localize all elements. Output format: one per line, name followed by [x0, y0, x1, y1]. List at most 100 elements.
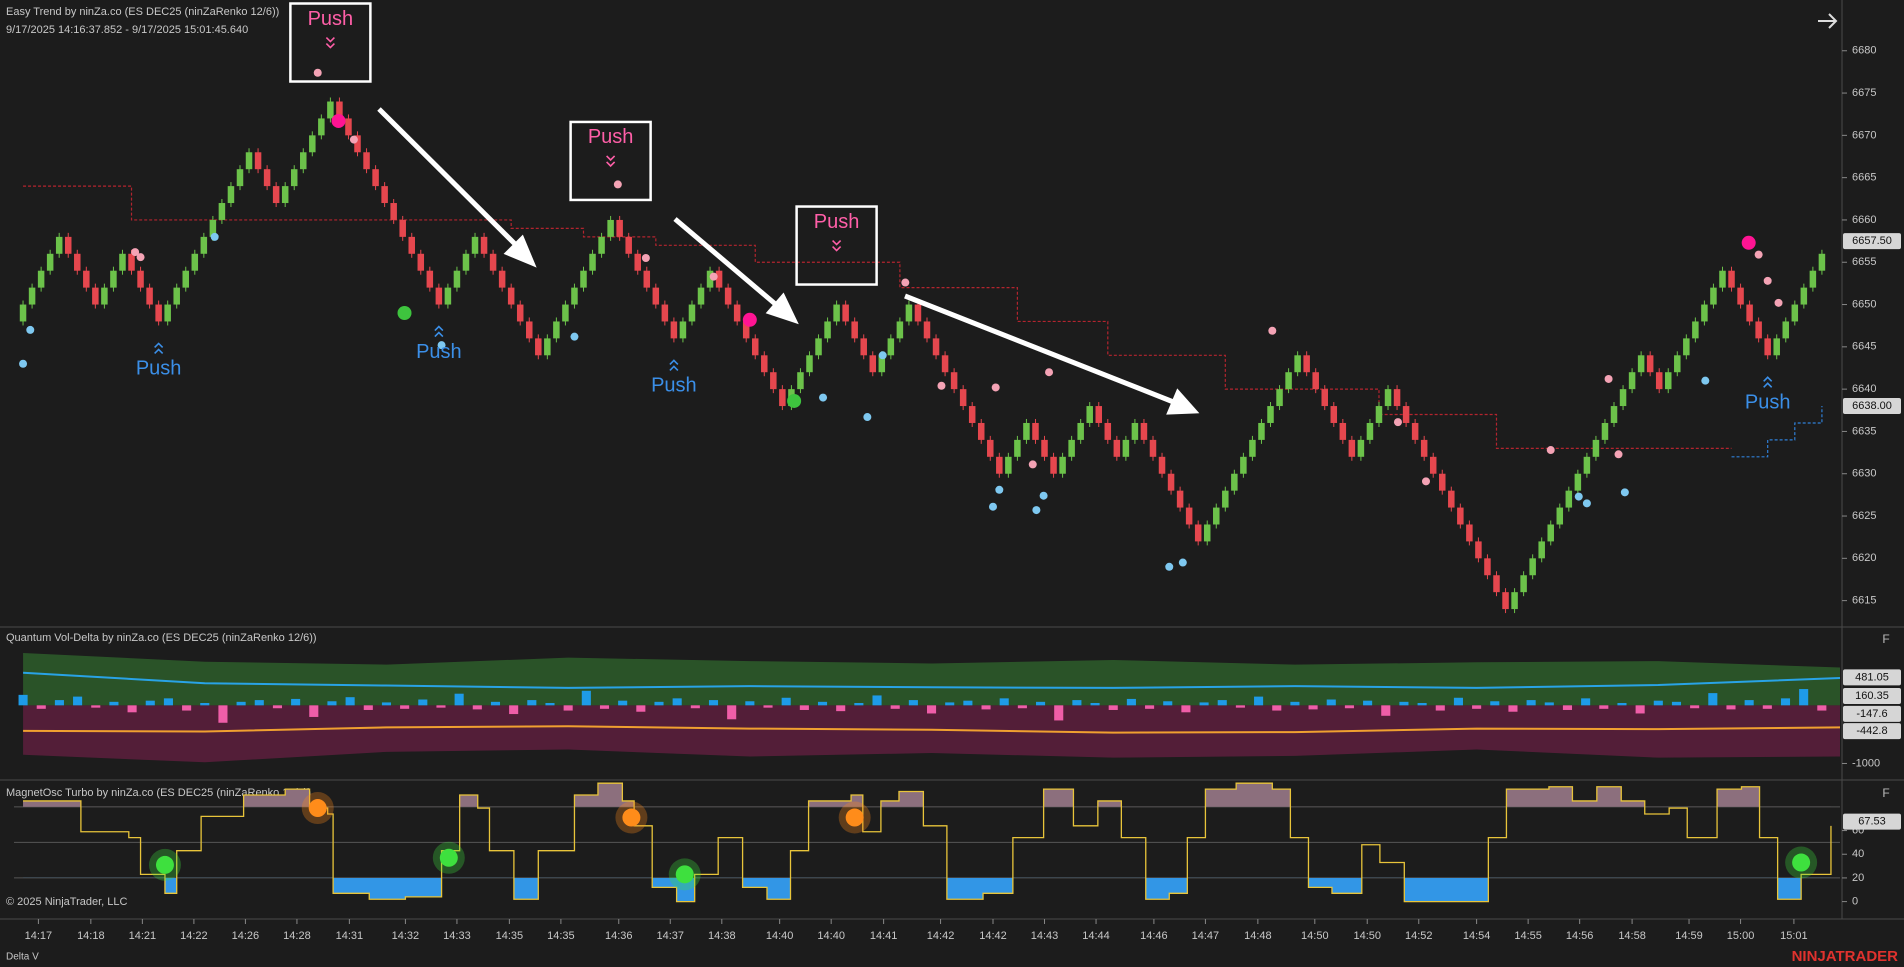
- panel-button[interactable]: F: [1882, 632, 1889, 646]
- renko-brick: [860, 338, 867, 356]
- delta-bar: [1017, 705, 1027, 709]
- delta-bar: [1762, 705, 1772, 709]
- delta-bar: [291, 698, 301, 706]
- x-tick-label: 14:48: [1244, 930, 1272, 942]
- x-tick-label: 14:17: [25, 930, 53, 942]
- renko-brick: [1493, 575, 1500, 593]
- renko-brick: [598, 236, 605, 254]
- signal-dot: [210, 232, 219, 241]
- x-tick-label: 14:44: [1082, 930, 1110, 942]
- renko-brick: [742, 321, 750, 339]
- renko-brick: [1628, 372, 1636, 390]
- renko-brick: [92, 287, 99, 305]
- renko-brick: [1664, 372, 1672, 390]
- renko-brick: [426, 270, 434, 288]
- signal-dot: [622, 808, 641, 827]
- renko-brick: [616, 219, 623, 237]
- delta-bar: [418, 699, 428, 706]
- arrow-line: [377, 107, 522, 251]
- delta-bar: [599, 705, 610, 709]
- signal-dot: [308, 799, 327, 818]
- renko-brick: [941, 355, 949, 373]
- price-flag: [1843, 669, 1901, 686]
- delta-bar: [1671, 701, 1682, 706]
- x-tick-label: 14:58: [1618, 930, 1646, 942]
- stop-line: [23, 185, 1732, 449]
- renko-brick: [1502, 592, 1509, 610]
- renko-brick: [64, 236, 72, 254]
- renko-brick: [724, 287, 732, 305]
- delta-bar: [1617, 703, 1627, 706]
- oscillator-line: [23, 782, 1832, 903]
- renko-brick: [833, 304, 840, 322]
- renko-brick: [1800, 287, 1808, 305]
- renko-brick: [471, 236, 479, 254]
- signal-dot: [1165, 562, 1174, 571]
- delta-bar: [1399, 701, 1409, 706]
- renko-brick: [1737, 287, 1744, 305]
- x-tick-label: 14:35: [496, 930, 524, 942]
- renko-brick: [1755, 321, 1762, 339]
- renko-brick: [688, 304, 696, 322]
- y-tick-label: -1000: [1852, 757, 1880, 769]
- delta-bar: [18, 694, 28, 706]
- renko-brick: [1194, 524, 1202, 542]
- panel-button[interactable]: F: [1882, 786, 1889, 800]
- signal-dot: [1604, 374, 1613, 383]
- renko-brick: [37, 270, 45, 288]
- band-area: [23, 653, 1840, 706]
- renko-brick: [83, 270, 90, 288]
- delta-bar: [799, 705, 809, 710]
- renko-brick: [1457, 507, 1464, 525]
- renko-brick: [1240, 456, 1247, 474]
- price-flag-label: -147.6: [1856, 708, 1887, 720]
- arrow-line: [673, 217, 782, 310]
- delta-bar: [1581, 698, 1591, 706]
- delta-bar: [73, 696, 83, 706]
- arrow-head: [765, 292, 799, 325]
- x-tick-label: 14:40: [766, 930, 794, 942]
- x-tick-label: 14:43: [1031, 930, 1059, 942]
- delta-bar: [1308, 705, 1318, 710]
- delta-bar: [454, 693, 464, 706]
- signal-dot: [1045, 368, 1054, 377]
- y-tick-label: 6650: [1852, 298, 1876, 310]
- stop-line: [1731, 406, 1823, 458]
- panel-title: Easy Trend by ninZa.co (ES DEC25 (ninZaR…: [6, 6, 279, 18]
- delta-bar: [490, 701, 501, 706]
- delta-bar: [1417, 703, 1427, 706]
- signal-dot: [819, 393, 828, 402]
- renko-brick: [1646, 355, 1654, 373]
- renko-brick: [209, 219, 217, 237]
- renko-brick: [1773, 338, 1780, 356]
- x-tick-label: 14:41: [870, 930, 898, 942]
- renko-brick: [55, 236, 63, 254]
- signal-dot: [349, 135, 358, 144]
- delta-bar: [1526, 700, 1536, 706]
- x-tick-label: 14:40: [817, 930, 845, 942]
- renko-brick: [1050, 456, 1057, 474]
- signal-dot: [675, 865, 694, 884]
- delta-bar: [1090, 703, 1100, 706]
- y-tick-label: 6625: [1852, 510, 1876, 522]
- collapse-arrow[interactable]: [1818, 13, 1838, 29]
- renko-brick: [1077, 422, 1084, 440]
- renko-brick: [1475, 541, 1482, 559]
- renko-brick: [498, 270, 506, 288]
- renko-brick: [1683, 338, 1690, 356]
- delta-bar: [763, 705, 773, 708]
- x-tick-label: 15:01: [1780, 930, 1808, 942]
- delta-bar: [254, 700, 264, 706]
- signal-dot: [1754, 250, 1763, 259]
- signal-dot: [937, 381, 946, 390]
- delta-bar: [91, 705, 101, 708]
- arrow-head: [1166, 388, 1200, 415]
- renko-brick: [1466, 524, 1473, 542]
- renko-brick: [1303, 355, 1310, 373]
- renko-brick: [1321, 389, 1328, 407]
- renko-brick: [1068, 439, 1075, 457]
- renko-brick: [290, 169, 298, 187]
- delta-bar: [1562, 705, 1573, 710]
